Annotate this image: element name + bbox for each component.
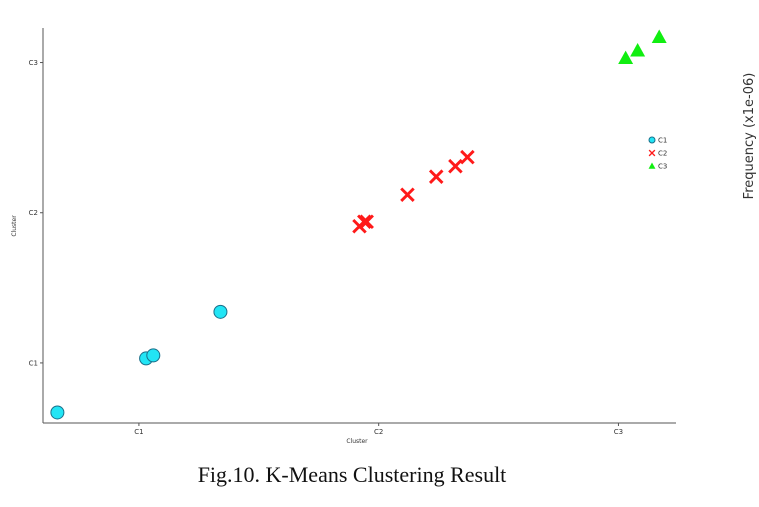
side-label: Frequency (x1e-06): [742, 73, 757, 200]
y-tick-label: C1: [29, 359, 38, 367]
point-x: [357, 214, 372, 230]
x-axis-label: Cluster: [346, 438, 368, 445]
point-x-stroke: [400, 187, 415, 202]
point-x: [460, 149, 475, 165]
x-tick-label: C3: [614, 428, 623, 436]
point-x-stroke: [460, 149, 475, 165]
y-axis-label: Cluster: [11, 215, 18, 237]
point-triangle: [651, 29, 667, 43]
x-ticks: C1 C2 C3: [134, 423, 623, 436]
y-tick-label: C2: [29, 209, 38, 217]
point-x: [359, 214, 374, 230]
legend-marker-x-stroke: [648, 149, 656, 157]
point-circle: [50, 405, 65, 420]
point-x-stroke: [428, 169, 444, 184]
point-x: [400, 187, 415, 202]
legend-label: C2: [658, 150, 667, 158]
data-points: [50, 29, 667, 420]
scatter-chart: C1 C2 C3 C1 C2 C3 Cluster Cluster C1 C2 C3 Fre…: [11, 28, 757, 445]
legend-label: C1: [658, 137, 667, 145]
legend: C1 C2 C3: [648, 136, 667, 171]
point-circle: [146, 348, 161, 363]
y-ticks: C1 C2 C3: [29, 59, 43, 367]
point-triangle: [618, 50, 634, 65]
plot-axes: [42, 28, 676, 424]
legend-label: C3: [658, 163, 667, 171]
legend-marker-circle: [648, 136, 656, 144]
point-x-stroke: [448, 158, 463, 174]
point-triangle: [630, 43, 646, 57]
x-tick-label: C1: [134, 428, 143, 436]
point-circle: [213, 304, 228, 319]
point-x: [448, 158, 463, 174]
figure-caption: Fig.10. K-Means Clustering Result: [197, 462, 507, 487]
legend-marker-triangle: [648, 162, 656, 169]
point-x-stroke: [357, 214, 372, 230]
legend-marker-x: [648, 149, 656, 157]
point-x-stroke: [359, 214, 374, 230]
x-tick-label: C2: [374, 428, 383, 436]
y-tick-label: C3: [29, 59, 38, 67]
point-x: [428, 169, 444, 184]
